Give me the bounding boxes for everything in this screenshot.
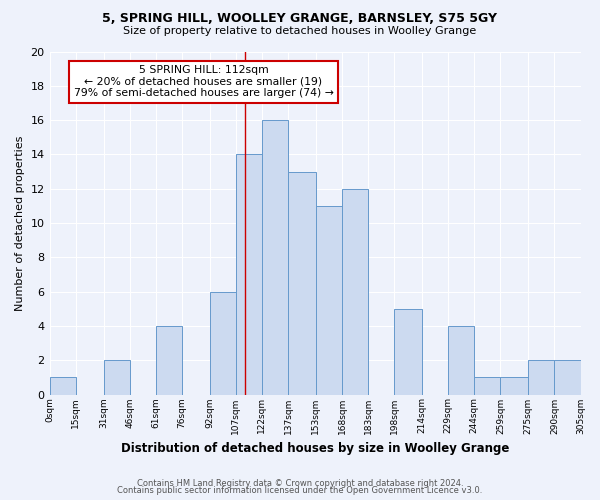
Bar bbox=[528, 360, 554, 394]
Bar bbox=[342, 188, 368, 394]
Y-axis label: Number of detached properties: Number of detached properties bbox=[15, 136, 25, 310]
Bar bbox=[394, 309, 422, 394]
Bar bbox=[104, 360, 130, 394]
Text: 5 SPRING HILL: 112sqm
← 20% of detached houses are smaller (19)
79% of semi-deta: 5 SPRING HILL: 112sqm ← 20% of detached … bbox=[74, 65, 334, 98]
Text: Contains HM Land Registry data © Crown copyright and database right 2024.: Contains HM Land Registry data © Crown c… bbox=[137, 478, 463, 488]
Bar bbox=[156, 326, 182, 394]
Bar bbox=[236, 154, 262, 394]
Bar bbox=[475, 378, 500, 394]
Text: Contains public sector information licensed under the Open Government Licence v3: Contains public sector information licen… bbox=[118, 486, 482, 495]
Bar bbox=[288, 172, 316, 394]
Bar bbox=[554, 360, 581, 394]
Text: 5, SPRING HILL, WOOLLEY GRANGE, BARNSLEY, S75 5GY: 5, SPRING HILL, WOOLLEY GRANGE, BARNSLEY… bbox=[103, 12, 497, 26]
Bar bbox=[448, 326, 475, 394]
Bar bbox=[262, 120, 288, 394]
Text: Size of property relative to detached houses in Woolley Grange: Size of property relative to detached ho… bbox=[124, 26, 476, 36]
Bar bbox=[316, 206, 342, 394]
Bar bbox=[209, 292, 236, 395]
Bar bbox=[50, 378, 76, 394]
Bar bbox=[500, 378, 528, 394]
X-axis label: Distribution of detached houses by size in Woolley Grange: Distribution of detached houses by size … bbox=[121, 442, 509, 455]
